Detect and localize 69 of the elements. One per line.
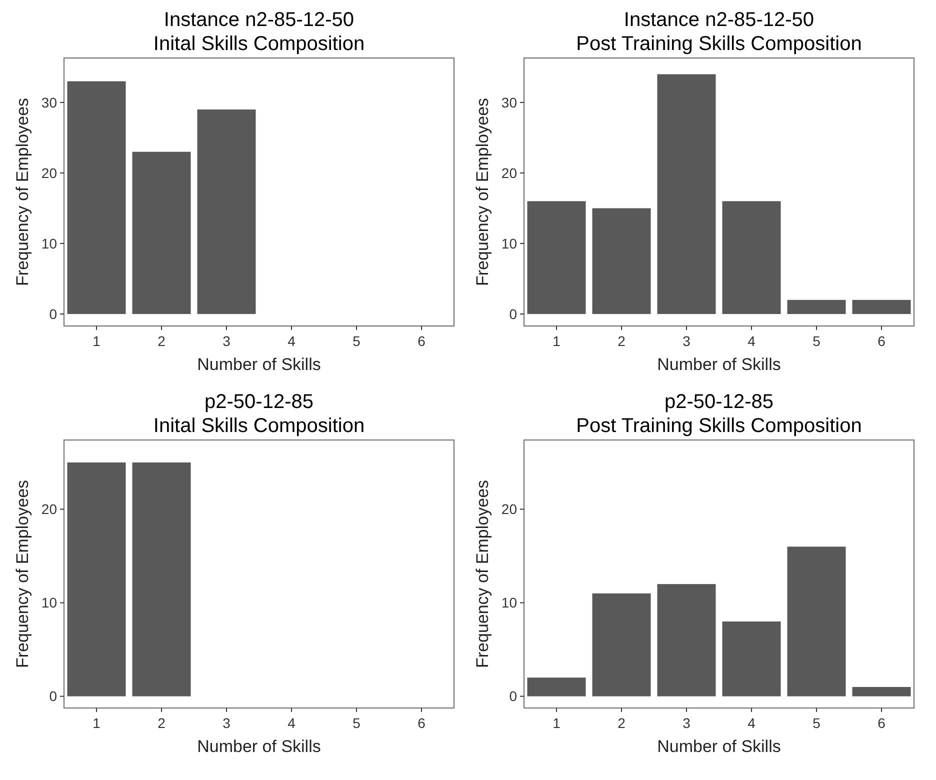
x-tick-label: 1 [92,333,101,349]
x-tick-label: 4 [288,333,296,349]
x-tick-label: 4 [748,715,756,731]
y-tick-label: 20 [501,164,518,181]
x-tick-label: 2 [618,715,626,731]
chart-subtitle: Post Training Skills Composition [576,415,862,437]
y-tick-label: 30 [41,94,58,110]
x-tick-label: 3 [222,715,231,731]
x-axis-title: Number of Skills [197,737,321,756]
x-tick-label: 2 [158,333,166,349]
bar [657,74,716,314]
bar [722,621,781,696]
y-tick-label: 10 [501,235,518,252]
y-axis-title: Frequency of Employees [13,98,32,286]
bar [527,678,586,696]
x-tick-label: 5 [812,715,821,731]
x-tick-label: 3 [222,333,231,349]
y-tick-label: 10 [41,594,58,611]
bar [852,300,911,314]
chart-title: Instance n2-85-12-50 [164,9,354,31]
x-tick-label: 5 [352,715,361,731]
x-tick-label: 2 [158,715,166,731]
y-axis-title: Frequency of Employees [473,480,492,668]
x-tick-label: 5 [812,333,821,349]
bar [67,81,126,314]
y-tick-label: 0 [509,306,518,322]
chart-title: Instance n2-85-12-50 [624,9,814,31]
x-axis-title: Number of Skills [657,737,781,756]
x-tick-label: 3 [682,715,691,731]
bar [787,546,846,696]
x-tick-label: 2 [618,333,626,349]
bar [132,152,191,314]
y-axis-title: Frequency of Employees [473,98,492,286]
chart-subtitle: Post Training Skills Composition [576,33,862,55]
x-tick-label: 6 [878,715,886,731]
x-tick-label: 6 [418,715,426,731]
y-tick-label: 10 [501,594,518,611]
x-tick-label: 3 [682,333,691,349]
x-tick-label: 4 [288,715,296,731]
chart-subtitle: Inital Skills Composition [153,33,365,55]
y-axis-title: Frequency of Employees [13,480,32,668]
x-tick-label: 6 [418,333,426,349]
chart-title: p2-50-12-85 [664,391,774,413]
y-tick-label: 30 [501,94,518,110]
y-tick-label: 0 [509,688,518,704]
bar [592,593,651,696]
x-tick-label: 4 [748,333,756,349]
bar [852,686,911,696]
x-tick-label: 1 [552,333,561,349]
x-tick-label: 5 [352,333,361,349]
x-tick-label: 1 [552,715,561,731]
bar [527,201,586,314]
y-tick-label: 0 [49,306,58,322]
x-axis-title: Number of Skills [657,355,781,374]
bar [657,584,716,696]
chart-title: p2-50-12-85 [204,391,314,413]
bar [592,208,651,314]
y-tick-label: 0 [49,688,58,704]
x-tick-label: 1 [92,715,101,731]
chart-subtitle: Inital Skills Composition [153,415,365,437]
y-tick-label: 10 [41,235,58,252]
bar [197,109,256,314]
x-axis-title: Number of Skills [197,355,321,374]
x-tick-label: 6 [878,333,886,349]
y-tick-label: 20 [41,164,58,181]
y-tick-label: 20 [41,501,58,518]
y-tick-label: 20 [501,501,518,518]
bar [722,201,781,314]
bar [787,300,846,314]
